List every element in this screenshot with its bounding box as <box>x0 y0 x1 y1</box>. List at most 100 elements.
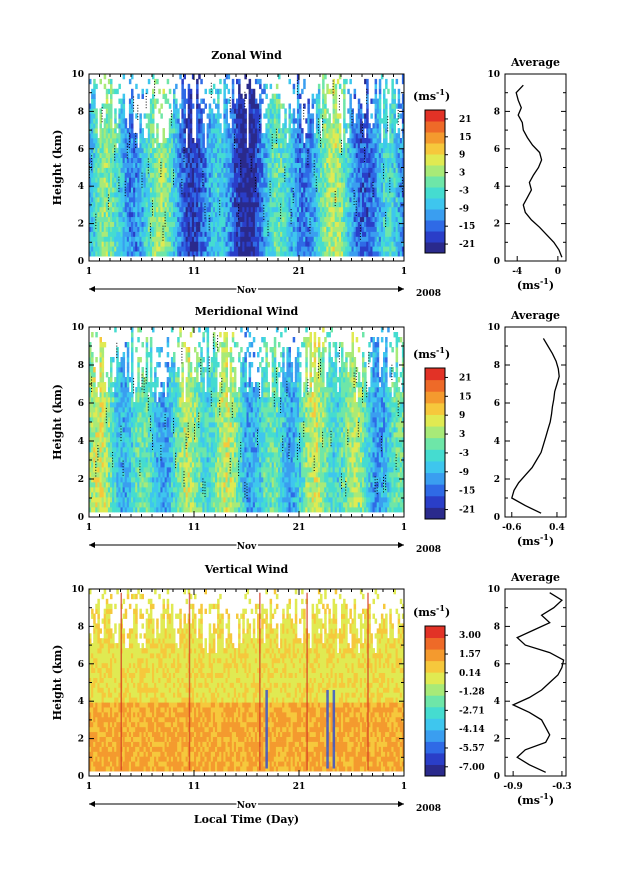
colorbar-unit: (ms-1) <box>413 87 450 103</box>
year-label: 2008 <box>416 545 441 555</box>
arrow-left-icon <box>89 801 95 807</box>
colorbar-tick-label: 0.14 <box>459 669 481 679</box>
month-label: Nov <box>237 542 257 552</box>
profile-y-tick: 0 <box>494 257 500 267</box>
average-frame <box>504 326 567 518</box>
x-tick-label: 1 <box>401 267 407 277</box>
profile-y-tick: 10 <box>487 70 500 80</box>
y-tick-label: 10 <box>71 323 84 333</box>
year-label: 2008 <box>416 804 441 814</box>
x-tick-label: 11 <box>188 782 201 792</box>
x-tick-label: 1 <box>86 782 92 792</box>
colorbar-unit: (ms-1) <box>413 603 450 619</box>
colorbar-tick-label: -7.00 <box>459 763 485 773</box>
profile-x-tick: 0 <box>555 267 561 277</box>
x-tick-label: 1 <box>401 782 407 792</box>
colorbar-tick-label: -4.14 <box>459 725 485 735</box>
y-tick-label: 4 <box>78 437 84 447</box>
colorbar-tick-label: -21 <box>459 240 475 250</box>
profile-y-tick: 8 <box>494 622 500 632</box>
y-tick-label: 4 <box>78 182 84 192</box>
colorbar-tick-label: 3 <box>459 169 465 179</box>
panel-title: Vertical Wind <box>204 563 289 576</box>
y-tick-label: 8 <box>78 107 84 117</box>
profile-y-tick: 6 <box>494 660 500 670</box>
profile-unit: (ms-1) <box>517 532 554 548</box>
y-tick-label: 8 <box>78 361 84 371</box>
colorbar-tick-label: 9 <box>459 411 465 421</box>
profile-y-tick: 8 <box>494 107 500 117</box>
y-axis-label: Height (km) <box>51 384 64 460</box>
profile-unit: (ms-1) <box>517 791 554 807</box>
colorbar-tick-label: -3 <box>459 186 469 196</box>
colorbar-tick-label: -9 <box>459 468 469 478</box>
colorbar-tick-label: 3 <box>459 430 465 440</box>
profile-x-tick: -0.9 <box>503 782 522 792</box>
year-label: 2008 <box>416 289 441 299</box>
profile-y-tick: 0 <box>494 513 500 523</box>
y-tick-label: 10 <box>71 585 84 595</box>
heatmap-field <box>89 589 405 772</box>
x-tick-label: 1 <box>401 523 407 533</box>
profile-x-tick: -0.6 <box>502 523 521 533</box>
x-tick-label: 21 <box>293 523 306 533</box>
profile-y-tick: 10 <box>487 323 500 333</box>
colorbar-tick-label: 15 <box>459 392 472 402</box>
month-label: Nov <box>237 286 257 296</box>
average-title: Average <box>510 309 560 322</box>
colorbar-tick-label: 9 <box>459 151 465 161</box>
panel-title: Meridional Wind <box>195 305 299 318</box>
colorbar-tick-label: -1.28 <box>459 688 485 698</box>
y-axis-label: Height (km) <box>51 130 64 206</box>
profile-y-tick: 6 <box>494 399 500 409</box>
average-profile: Average 0 2 4 6 8 10 -0.9 -0.3(ms-1) <box>487 571 571 807</box>
month-label: Nov <box>237 801 257 811</box>
profile-x-tick: -4 <box>512 267 522 277</box>
average-frame <box>504 73 567 262</box>
colorbar-tick-label: -2.71 <box>459 706 485 716</box>
profile-y-tick: 8 <box>494 361 500 371</box>
y-tick-label: 6 <box>78 660 84 670</box>
arrow-right-icon <box>398 801 404 807</box>
colorbar-tick-label: -21 <box>459 506 475 516</box>
x-axis-label: Local Time (Day) <box>194 813 299 826</box>
profile-y-tick: 2 <box>494 220 500 230</box>
arrow-left-icon <box>89 542 95 548</box>
profile-unit: (ms-1) <box>517 276 554 292</box>
y-tick-label: 4 <box>78 697 84 707</box>
panel-title: Zonal Wind <box>211 49 282 62</box>
profile-y-tick: 6 <box>494 145 500 155</box>
colorbar-tick-label: 21 <box>459 373 472 383</box>
y-axis-label: Height (km) <box>51 645 64 721</box>
y-tick-label: 0 <box>78 772 84 782</box>
y-tick-label: 8 <box>78 622 84 632</box>
y-tick-label: 0 <box>78 513 84 523</box>
y-tick-label: 6 <box>78 145 84 155</box>
x-tick-label: 11 <box>188 523 201 533</box>
average-profile: Average 0 2 4 6 8 10 -0.6 0.4(ms-1) <box>487 309 567 548</box>
colorbar-tick-label: -9 <box>459 204 469 214</box>
colorbar-tick-label: -5.57 <box>459 744 485 754</box>
colorbar-tick-label: -3 <box>459 449 469 459</box>
colorbar-tick-label: 1.57 <box>459 650 481 660</box>
profile-y-tick: 2 <box>494 735 500 745</box>
colorbar-tick-label: 15 <box>459 133 472 143</box>
average-profile-line <box>515 84 563 258</box>
arrow-right-icon <box>398 542 404 548</box>
profile-y-tick: 2 <box>494 475 500 485</box>
x-tick-label: 21 <box>293 267 306 277</box>
colorbar-frame <box>424 367 446 520</box>
profile-y-tick: 10 <box>487 585 500 595</box>
colorbar: (ms-1) 21 15 9 3 -3 -9 -15 -21 <box>413 87 475 254</box>
average-frame <box>504 588 567 777</box>
colorbar-frame <box>424 625 446 777</box>
colorbar-tick-label: 3.00 <box>459 631 481 641</box>
y-tick-label: 2 <box>78 475 84 485</box>
average-profile-line <box>511 338 560 514</box>
x-tick-label: 1 <box>86 523 92 533</box>
